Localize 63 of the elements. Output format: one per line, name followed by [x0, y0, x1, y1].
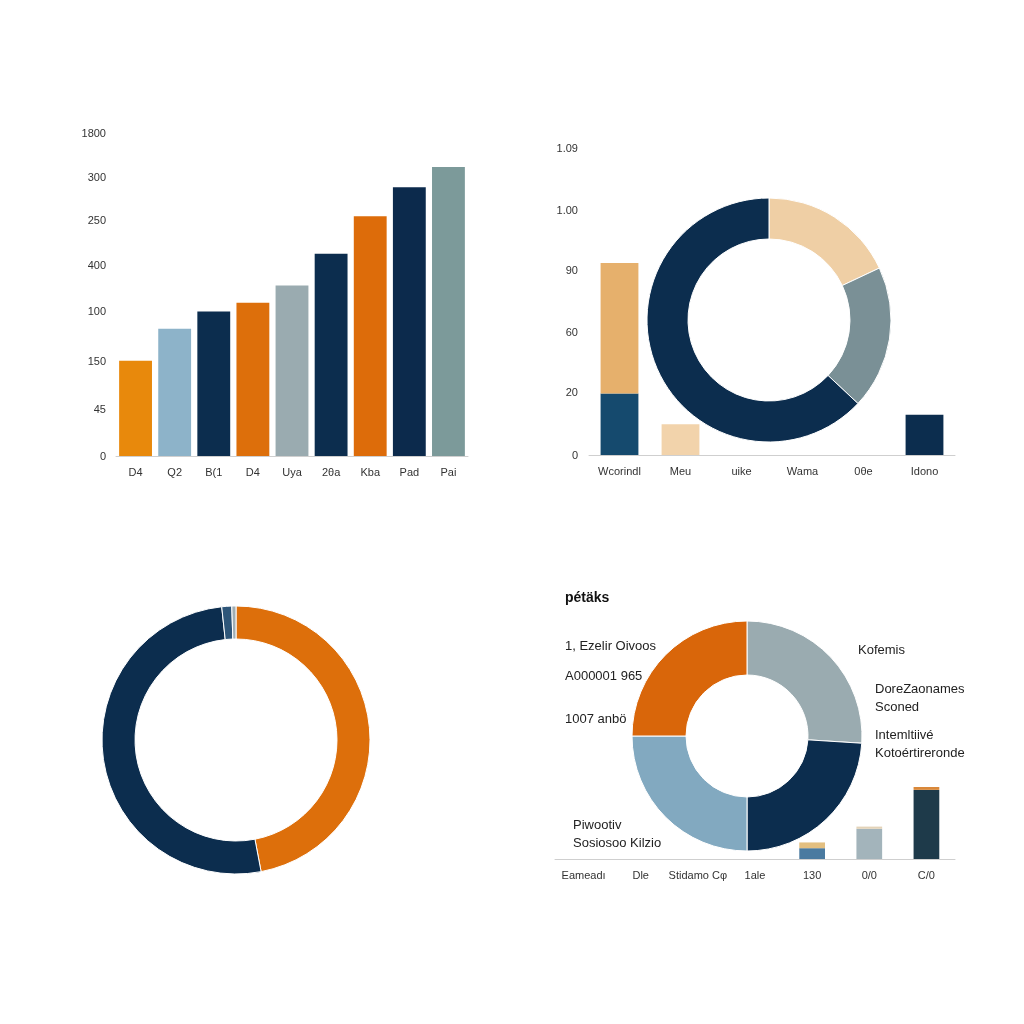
- bar: [314, 253, 348, 456]
- bar: [799, 848, 825, 859]
- x-tick-label: Meu: [669, 464, 692, 477]
- x-tick-label: Wama: [786, 464, 820, 477]
- text: 150: [87, 355, 106, 367]
- text: Kofemis: [858, 641, 906, 657]
- text: 0: [571, 449, 578, 461]
- text: 250: [87, 214, 106, 226]
- bar: [236, 302, 270, 456]
- text: 1.00: [556, 204, 578, 216]
- bar: [392, 187, 426, 456]
- x-tick-label: 1ale: [744, 868, 766, 881]
- text: 0: [99, 450, 106, 462]
- x-tick-label: 2θa: [321, 465, 342, 478]
- x-tick-label: uike: [731, 464, 752, 477]
- annotation: Piwootiv Sosiosoo Kilzio: [573, 816, 662, 850]
- bar: [913, 789, 940, 859]
- bar: [856, 828, 883, 859]
- bar: [905, 414, 944, 455]
- bar: [600, 263, 639, 394]
- chart-title: pétäks: [565, 589, 610, 605]
- bar: [661, 424, 700, 455]
- x-tick-label: Pad: [399, 465, 420, 478]
- bar: [600, 393, 639, 455]
- x-tick-label: 0/0: [861, 868, 877, 881]
- text: 60: [565, 326, 578, 338]
- text: 1007 anbö: [565, 710, 627, 726]
- x-tick-label: B(1: [205, 465, 223, 478]
- x-tick-label: Q2: [167, 465, 183, 478]
- x-tick-label: Wcorindl: [598, 464, 641, 477]
- text: 100: [87, 305, 106, 317]
- bar: [799, 842, 825, 849]
- bar: [275, 285, 309, 456]
- bar: [913, 787, 940, 790]
- x-tick-label: Eameadı: [561, 868, 606, 881]
- x-tick-label: 0θe: [854, 464, 873, 477]
- text: 1, Ezelir Oivoos: [565, 637, 657, 653]
- text: 20: [565, 386, 578, 398]
- bar: [856, 826, 883, 829]
- x-tick-label: Kba: [360, 465, 381, 478]
- text: 1800: [81, 127, 106, 139]
- text: 1.09: [556, 142, 578, 154]
- text: 45: [93, 403, 106, 415]
- text: 400: [87, 259, 106, 271]
- x-tick-label: D4: [128, 465, 143, 478]
- text: 300: [87, 171, 106, 183]
- x-tick-label: C/0: [917, 868, 935, 881]
- text: A000001 965: [565, 667, 643, 683]
- x-tick-label: Uya: [282, 465, 303, 478]
- text: 90: [565, 264, 578, 276]
- bar: [432, 167, 465, 456]
- x-tick-label: Idono: [910, 464, 939, 477]
- text: DoreZaonames Sconed: [875, 680, 966, 714]
- x-tick-label: 130: [802, 868, 822, 881]
- bar: [158, 328, 192, 456]
- x-tick-label: Dle: [632, 868, 649, 881]
- bar: [197, 311, 231, 456]
- bar: [119, 360, 152, 456]
- x-tick-label: Stidamo Cφ: [668, 868, 728, 881]
- x-tick-label: D4: [245, 465, 260, 478]
- text: Intemltiivé Kotoértireronde: [875, 726, 965, 760]
- bar: [353, 216, 387, 456]
- x-tick-label: Pai: [440, 465, 457, 478]
